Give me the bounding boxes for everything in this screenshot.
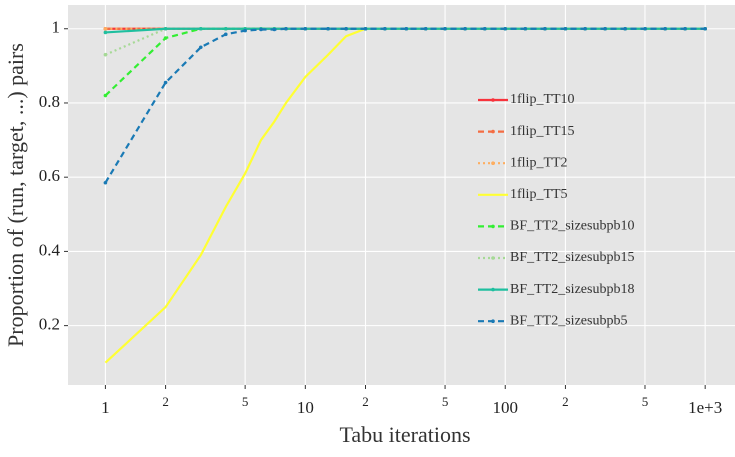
point (482, 26, 487, 31)
point (563, 26, 568, 31)
x-tick-label: 100 (492, 398, 518, 417)
y-axis-title: Proportion of (run, target, ...) pairs (3, 43, 28, 347)
point (163, 26, 168, 31)
y-tick-label: 0.4 (39, 240, 61, 259)
legend-key-point (491, 256, 495, 260)
point (423, 26, 428, 31)
x-tick-label: 2 (562, 394, 569, 409)
legend-label: BF_TT2_sizesubpb5 (510, 313, 627, 328)
y-tick-label: 0.2 (39, 315, 60, 334)
point (326, 26, 330, 31)
point (663, 26, 667, 31)
point (383, 26, 387, 31)
y-tick-label: 0.6 (39, 166, 60, 185)
legend-label: 1flip_TT10 (510, 92, 575, 107)
point (103, 52, 108, 57)
x-tick-label: 10 (297, 398, 314, 417)
legend-key-point (491, 98, 495, 102)
point (284, 26, 288, 31)
point (443, 26, 447, 31)
x-tick-label: 2 (162, 394, 169, 409)
point (404, 26, 409, 31)
legend-key-point (491, 161, 495, 165)
point (243, 28, 247, 33)
point (463, 26, 467, 31)
x-tick-label: 2 (362, 394, 369, 409)
legend-label: 1flip_TT2 (510, 155, 568, 170)
point (344, 26, 348, 31)
point (503, 26, 508, 31)
legend-key-point (491, 319, 495, 324)
x-tick-label: 5 (242, 394, 249, 409)
point (103, 30, 108, 35)
point (272, 27, 277, 32)
panel (68, 5, 735, 385)
point (103, 93, 108, 98)
point (703, 26, 707, 31)
point (223, 26, 228, 31)
x-tick-label: 1e+3 (688, 398, 722, 417)
x-tick-label: 1 (101, 398, 110, 417)
x-axis-title: Tabu iterations (339, 422, 470, 447)
legend-label: 1flip_TT5 (510, 187, 568, 202)
point (223, 32, 228, 37)
point (103, 180, 108, 185)
legend-label: BF_TT2_sizesubpb10 (510, 219, 634, 234)
point (643, 26, 647, 31)
point (523, 26, 528, 31)
point (623, 26, 627, 31)
x-tick-label: 5 (442, 394, 449, 409)
point (259, 27, 263, 32)
point (198, 26, 203, 31)
point (603, 26, 607, 31)
legend-label: BF_TT2_sizesubpb15 (510, 250, 634, 265)
point (103, 26, 108, 31)
point (163, 80, 168, 85)
point (198, 45, 203, 50)
y-tick-label: 1 (52, 18, 61, 37)
legend-label: 1flip_TT15 (510, 124, 575, 139)
x-tick-label: 5 (642, 394, 649, 409)
point (163, 36, 168, 40)
legend-label: BF_TT2_sizesubpb18 (510, 282, 634, 297)
legend-key-point (491, 224, 495, 229)
legend-key-point (491, 287, 495, 292)
point (363, 26, 368, 31)
point (583, 26, 587, 31)
point (543, 26, 547, 31)
legend-key-point (491, 129, 495, 134)
y-tick-label: 0.8 (39, 92, 60, 111)
point (303, 26, 308, 31)
point (683, 26, 687, 31)
